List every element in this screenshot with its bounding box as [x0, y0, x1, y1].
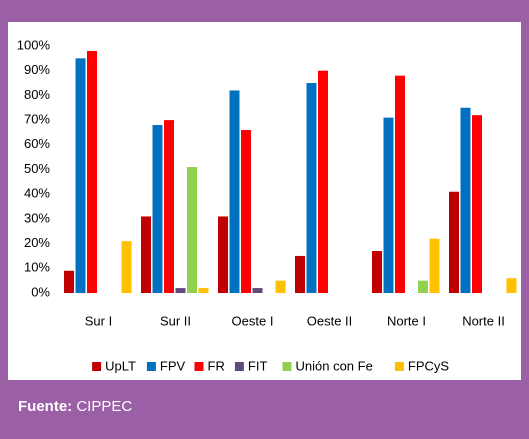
source: Fuente: CIPPEC [18, 398, 132, 415]
y-tick-label: 30% [24, 210, 50, 225]
x-tick-label: Oeste II [307, 313, 353, 328]
y-tick-label: 20% [24, 235, 50, 250]
legend-swatch [282, 362, 292, 371]
legend-label: Unión con Fe [296, 358, 373, 373]
bar [64, 270, 74, 293]
bar [275, 280, 286, 293]
source-label: Fuente: [18, 398, 73, 415]
y-tick-label: 60% [24, 136, 50, 151]
bar [318, 70, 328, 293]
x-tick-label: Norte I [387, 313, 426, 328]
legend-swatch [394, 362, 404, 371]
bar [418, 280, 428, 293]
x-tick-label: Sur II [160, 313, 191, 328]
bar [141, 216, 151, 293]
bar [295, 255, 305, 293]
legend-swatch [92, 362, 102, 371]
bar [383, 117, 394, 293]
bar [87, 50, 97, 293]
y-tick-label: 50% [24, 161, 50, 176]
y-tick-label: 10% [24, 260, 50, 275]
x-tick-label: Sur I [85, 313, 112, 328]
legend-swatch [194, 362, 204, 371]
bar [429, 238, 440, 293]
bar [198, 288, 209, 293]
bar [241, 129, 251, 293]
bar [460, 107, 471, 293]
y-tick-label: 40% [24, 186, 50, 201]
legend-label: FIT [248, 358, 268, 373]
bar [472, 115, 482, 293]
bar [152, 125, 163, 293]
bar [252, 288, 263, 293]
bar [121, 241, 132, 293]
y-tick-label: 0% [31, 284, 50, 299]
y-tick-label: 80% [24, 87, 50, 102]
source-text: CIPPEC [76, 398, 133, 415]
bar [306, 83, 317, 293]
legend-label: FPCyS [408, 358, 450, 373]
y-tick-label: 100% [17, 37, 51, 52]
x-tick-label: Norte II [462, 313, 505, 328]
bar [229, 90, 240, 294]
bar [164, 120, 174, 293]
legend-label: FR [208, 358, 225, 373]
bar [218, 216, 228, 293]
bar [75, 58, 86, 293]
bar [187, 167, 197, 293]
bar [506, 278, 517, 293]
y-tick-label: 70% [24, 112, 50, 127]
legend-swatch [146, 362, 156, 371]
bar [449, 191, 459, 293]
bar [372, 251, 382, 293]
bar [395, 75, 405, 293]
legend-label: FPV [160, 358, 186, 373]
y-tick-label: 90% [24, 62, 50, 77]
bar [175, 288, 186, 293]
legend-label: UpLT [105, 358, 136, 373]
x-tick-label: Oeste I [232, 313, 274, 328]
legend-swatch [234, 362, 244, 371]
